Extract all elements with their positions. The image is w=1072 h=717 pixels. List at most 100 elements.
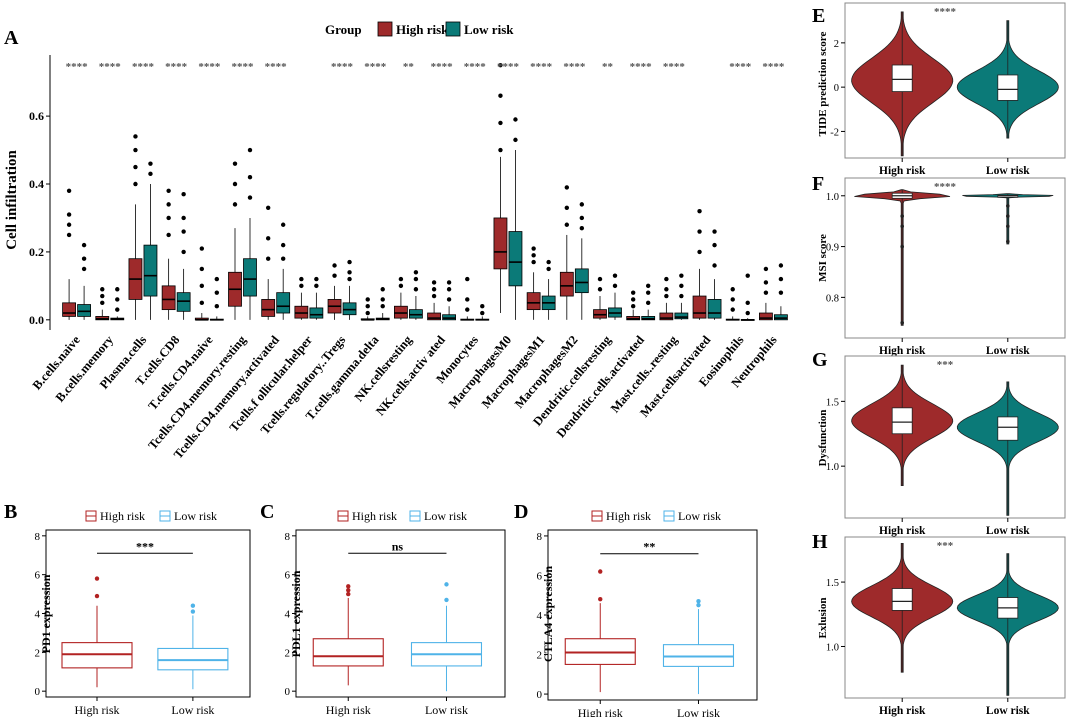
y-tick-label: 8 <box>537 531 543 543</box>
y-tick-label: 6 <box>35 570 41 582</box>
outlier-point <box>513 117 518 122</box>
panel-f-plot: 0.8 0.9 1.0 High risk Low risk **** <box>826 177 1066 357</box>
panel-f-ylabel: MSI score <box>817 234 829 282</box>
panel-c-plot: 0 2 4 6 8 High risk Low risk ns <box>285 529 506 717</box>
significance-label: **** <box>530 61 553 73</box>
violin-box <box>891 64 913 92</box>
outlier-point <box>612 273 618 278</box>
outlier-point <box>465 276 470 282</box>
box-body <box>674 312 689 320</box>
outlier-point <box>697 229 702 234</box>
outlier-point <box>265 205 271 210</box>
y-tick-label: 4 <box>537 610 543 622</box>
outlier-point <box>247 147 253 153</box>
significance-label: *** <box>937 359 954 371</box>
outlier-point <box>598 596 603 602</box>
significance-label: **** <box>265 61 288 73</box>
outlier-point <box>679 293 684 299</box>
box-body <box>77 304 91 317</box>
outlier-point <box>498 62 503 68</box>
outlier-point <box>133 147 138 153</box>
panel-b-legend: High risk Low risk <box>85 509 217 523</box>
outlier-point <box>1006 204 1010 208</box>
outlier-point <box>712 242 717 248</box>
box-body <box>143 244 158 297</box>
outlier-point <box>100 293 105 299</box>
outlier-point <box>498 93 503 98</box>
significance-label: ** <box>403 61 415 73</box>
outlier-point <box>531 259 536 265</box>
x-tick-label: Low risk <box>171 703 214 717</box>
significance-label: *** <box>937 540 954 552</box>
outlier-point <box>81 242 87 248</box>
outlier-point <box>314 283 319 289</box>
outlier-point <box>431 293 437 299</box>
significance-label: ** <box>602 61 614 73</box>
outlier-point <box>778 290 784 295</box>
outlier-point <box>346 591 351 597</box>
x-tick-label: Low risk <box>986 165 1030 177</box>
y-tick-label: 4 <box>285 609 291 621</box>
box-body <box>574 268 589 294</box>
panel-d-legend: High risk Low risk <box>591 509 721 523</box>
legend-title: Group <box>325 22 362 37</box>
outlier-point <box>199 300 205 306</box>
outlier-point <box>115 287 120 292</box>
significance-label: **** <box>497 61 520 73</box>
outlier-point <box>115 307 120 312</box>
outlier-point <box>446 280 452 285</box>
box-body <box>593 309 607 319</box>
outlier-point <box>679 273 684 278</box>
outlier-point <box>498 120 503 126</box>
outlier-point <box>431 280 437 285</box>
y-tick-label: 0.8 <box>826 293 839 304</box>
x-tick-label: High risk <box>879 525 926 537</box>
significance-label: **** <box>934 6 957 18</box>
y-tick-label: 0.4 <box>29 177 44 191</box>
y-tick-label: 6 <box>537 570 543 582</box>
outlier-point <box>280 222 286 227</box>
panel-a-legend: Group High risk Low risk <box>325 21 514 37</box>
outlier-point <box>94 576 100 581</box>
outlier-point <box>347 276 352 282</box>
outlier-point <box>280 242 286 248</box>
outlier-point <box>564 222 570 227</box>
outlier-point <box>413 276 419 282</box>
x-tick-label: High risk <box>879 345 926 357</box>
outlier-point <box>645 300 651 306</box>
outlier-point <box>630 297 636 302</box>
outlier-point <box>265 236 271 241</box>
outlier-point <box>730 307 735 312</box>
outlier-point <box>763 290 769 295</box>
plot-frame <box>844 536 1066 699</box>
legend-label-high: High risk <box>396 22 449 37</box>
x-tick-label: Low risk <box>986 705 1030 717</box>
outlier-point <box>347 270 352 275</box>
outlier-point <box>900 224 904 229</box>
outlier-point <box>564 205 570 210</box>
outlier-point <box>247 195 253 200</box>
panel-letter-f: F <box>812 173 824 195</box>
outlier-point <box>696 598 701 604</box>
panel-g-plot: 1.0 1.5 High risk Low risk *** <box>826 355 1066 537</box>
outlier-point <box>446 287 452 292</box>
significance-label: ns <box>392 539 404 553</box>
outlier-point <box>214 276 220 282</box>
outlier-point <box>380 304 385 309</box>
outlier-point <box>900 244 904 249</box>
significance-label: **** <box>232 61 255 73</box>
outlier-point <box>181 249 186 255</box>
box-body <box>62 302 76 317</box>
significance-label: **** <box>934 181 957 193</box>
y-tick-label: 1.5 <box>826 578 839 589</box>
significance-label: **** <box>464 61 487 73</box>
outlier-point <box>778 263 784 268</box>
outlier-point <box>696 602 701 608</box>
significance-label: **** <box>198 61 221 73</box>
outlier-point <box>66 212 72 217</box>
plot-frame <box>844 355 1066 519</box>
outlier-point <box>546 259 551 265</box>
box-body <box>394 305 408 319</box>
significance-label: *** <box>136 539 154 553</box>
